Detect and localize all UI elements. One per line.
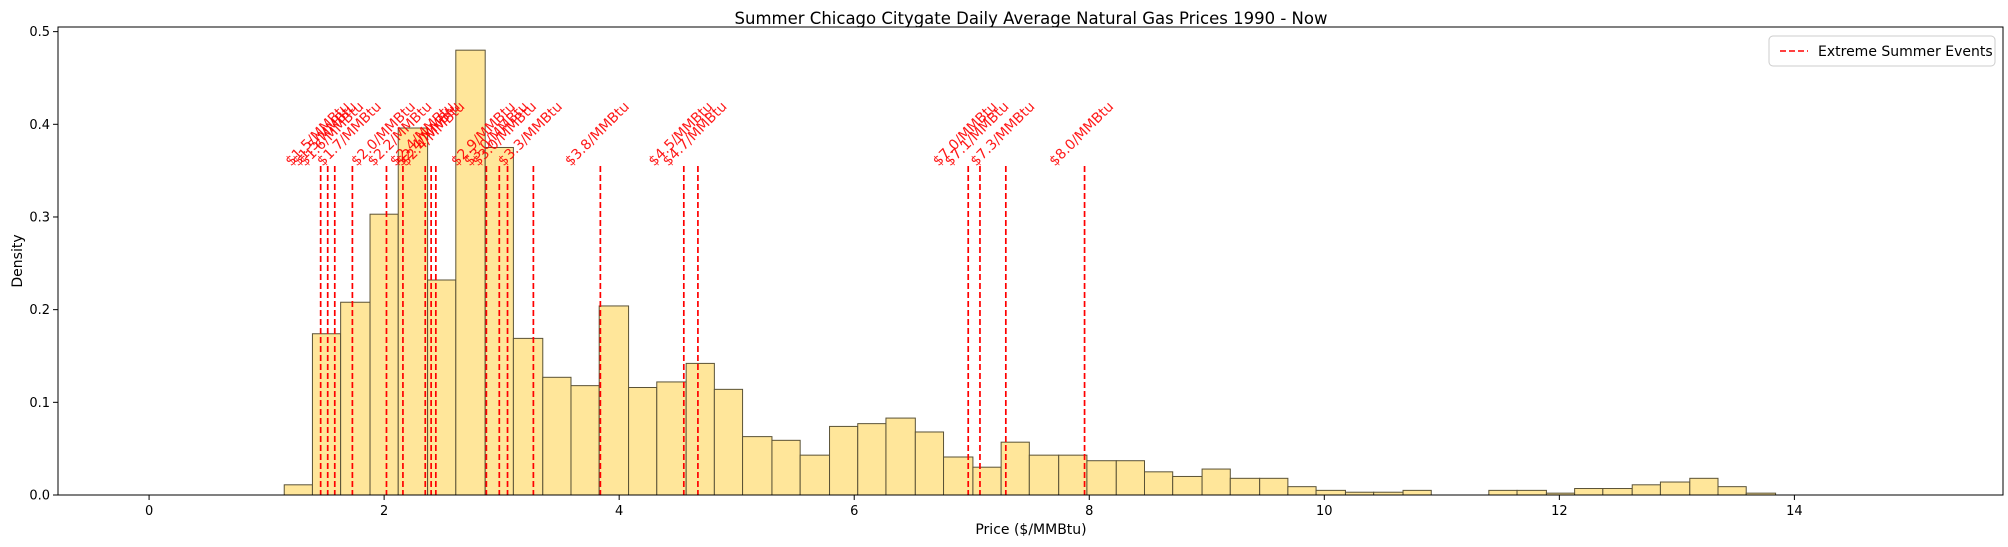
- histogram-bar: [628, 386, 658, 496]
- histogram-bar: [1402, 489, 1432, 496]
- histogram-bar: [656, 381, 687, 496]
- histogram-bar: [1631, 484, 1661, 496]
- histogram-bar: [1602, 488, 1633, 496]
- histogram-bar: [713, 388, 744, 496]
- y-tick-label: 0.2: [29, 303, 50, 318]
- x-tick-label: 6: [850, 504, 858, 519]
- histogram-bar: [1115, 460, 1145, 496]
- legend-box: [1768, 35, 1996, 67]
- histogram-bar: [857, 423, 887, 496]
- histogram-bar: [1287, 486, 1317, 496]
- histogram-bar: [1086, 460, 1117, 496]
- histogram-bar: [598, 305, 630, 496]
- plot-area-frame: [57, 26, 2004, 496]
- histogram-bar: [1659, 481, 1691, 496]
- histogram-bar: [1689, 477, 1719, 496]
- histogram-bar: [283, 484, 313, 496]
- histogram-bar: [885, 417, 916, 496]
- y-tick-label: 0.1: [29, 396, 50, 411]
- histogram-bar: [1229, 477, 1261, 496]
- y-axis-label: Density: [10, 234, 26, 287]
- y-tick-label: 0.0: [29, 489, 50, 504]
- histogram-bar: [570, 385, 600, 496]
- histogram-bar: [1516, 489, 1547, 496]
- y-tick-label: 0.3: [29, 210, 50, 225]
- histogram-bar: [1259, 477, 1289, 496]
- y-tick-label: 0.4: [29, 118, 50, 133]
- histogram-bar: [1315, 489, 1346, 496]
- histogram-bar: [829, 425, 859, 496]
- histogram-bar: [369, 213, 399, 496]
- x-axis-ticks: 0 2 4 6 8 10 12 14: [145, 495, 1803, 519]
- chart-title: Summer Chicago Citygate Daily Average Na…: [735, 9, 1328, 28]
- histogram-bar: [542, 376, 572, 496]
- x-tick-label: 10: [1316, 504, 1333, 519]
- histogram-bar: [455, 49, 486, 496]
- histogram-bar: [914, 431, 945, 496]
- legend: Extreme Summer Events: [1768, 35, 1996, 67]
- histogram-bar: [311, 333, 342, 496]
- histogram-bar: [1172, 475, 1203, 496]
- histogram-bar: [1201, 468, 1231, 496]
- y-axis-ticks: 0.0 0.1 0.2 0.3 0.4 0.5: [29, 25, 58, 504]
- x-axis-label: Price ($/MMBtu): [975, 522, 1086, 538]
- x-tick-label: 8: [1085, 504, 1093, 519]
- histogram-bar: [771, 439, 801, 496]
- histogram-bar: [742, 436, 773, 496]
- histogram-bar: [685, 362, 715, 496]
- histogram-bar: [799, 454, 831, 496]
- histogram-bar: [427, 279, 457, 496]
- x-tick-label: 2: [380, 504, 388, 519]
- legend-label: Extreme Summer Events: [1818, 44, 1993, 60]
- histogram-bar: [1574, 488, 1604, 496]
- histogram-bar: [1143, 471, 1174, 496]
- histogram-bar: [972, 466, 1002, 496]
- x-tick-label: 14: [1786, 504, 1803, 519]
- event-lines-layer: [319, 166, 1086, 495]
- y-tick-label: 0.5: [29, 25, 50, 40]
- histogram-bar: [340, 301, 371, 496]
- x-tick-label: 12: [1551, 504, 1568, 519]
- histogram-bar: [512, 337, 544, 496]
- x-tick-label: 4: [615, 504, 623, 519]
- histogram-bar: [1488, 489, 1518, 496]
- x-tick-label: 0: [145, 504, 153, 519]
- histogram-bar: [1058, 454, 1088, 496]
- histogram-bar: [1028, 454, 1060, 496]
- histogram-bar: [1717, 486, 1747, 496]
